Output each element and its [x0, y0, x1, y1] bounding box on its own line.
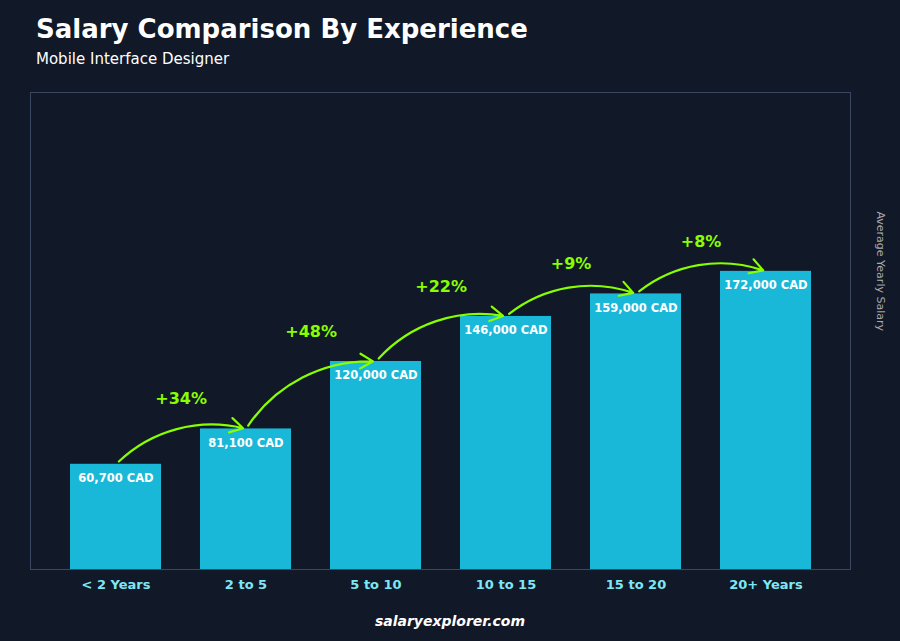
svg-text:15 to 20: 15 to 20 [606, 577, 666, 592]
svg-text:+9%: +9% [551, 254, 592, 273]
svg-text:+34%: +34% [155, 389, 207, 408]
html-text:salaryexplorer.com: salaryexplorer.com [374, 613, 526, 629]
svg-text:< 2 Years: < 2 Years [82, 577, 151, 592]
svg-text:159,000 CAD: 159,000 CAD [594, 301, 677, 315]
svg-text:81,100 CAD: 81,100 CAD [208, 436, 283, 450]
svg-text:146,000 CAD: 146,000 CAD [464, 323, 547, 337]
svg-text:60,700 CAD: 60,700 CAD [78, 471, 153, 485]
svg-text:+22%: +22% [415, 277, 467, 296]
svg-text:+8%: +8% [681, 231, 722, 250]
svg-text:Average Yearly Salary: Average Yearly Salary [874, 211, 887, 331]
svg-text:172,000 CAD: 172,000 CAD [724, 278, 807, 292]
svg-text:20+ Years: 20+ Years [729, 577, 803, 592]
html-text:Mobile Interface Designer: Mobile Interface Designer [36, 50, 230, 68]
svg-text:10 to 15: 10 to 15 [476, 577, 536, 592]
svg-text:+48%: +48% [285, 322, 337, 341]
svg-text:120,000 CAD: 120,000 CAD [334, 368, 417, 382]
svg-text:5 to 10: 5 to 10 [350, 577, 401, 592]
html-text:Salary Comparison By Experienc: Salary Comparison By Experience [36, 14, 528, 44]
svg-text:2 to 5: 2 to 5 [225, 577, 267, 592]
